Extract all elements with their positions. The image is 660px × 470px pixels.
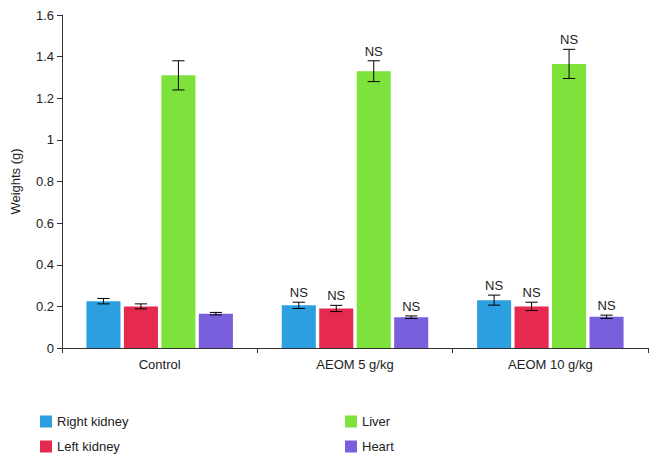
svg-text:NS: NS [485, 278, 503, 293]
svg-text:Heart: Heart [362, 439, 394, 454]
svg-text:NS: NS [560, 32, 578, 47]
svg-text:NS: NS [402, 299, 420, 314]
svg-text:1.2: 1.2 [36, 91, 54, 106]
svg-text:NS: NS [523, 285, 541, 300]
svg-text:1: 1 [47, 132, 54, 147]
svg-text:1.4: 1.4 [36, 49, 54, 64]
svg-text:AEOM 10 g/kg: AEOM 10 g/kg [508, 357, 593, 372]
svg-text:0: 0 [47, 341, 54, 356]
svg-text:1.6: 1.6 [36, 8, 54, 23]
svg-text:NS: NS [598, 298, 616, 313]
svg-text:NS: NS [290, 285, 308, 300]
svg-text:Liver: Liver [362, 414, 391, 429]
svg-text:Weights (g): Weights (g) [8, 148, 23, 214]
svg-text:Left kidney: Left kidney [57, 439, 120, 454]
svg-text:0.2: 0.2 [36, 299, 54, 314]
svg-text:NS: NS [365, 44, 383, 59]
svg-text:Right kidney: Right kidney [57, 414, 129, 429]
svg-text:NS: NS [327, 288, 345, 303]
svg-text:0.4: 0.4 [36, 257, 54, 272]
svg-text:0.6: 0.6 [36, 216, 54, 231]
svg-text:0.8: 0.8 [36, 174, 54, 189]
svg-text:AEOM 5 g/kg: AEOM 5 g/kg [316, 357, 393, 372]
svg-text:Control: Control [139, 357, 181, 372]
